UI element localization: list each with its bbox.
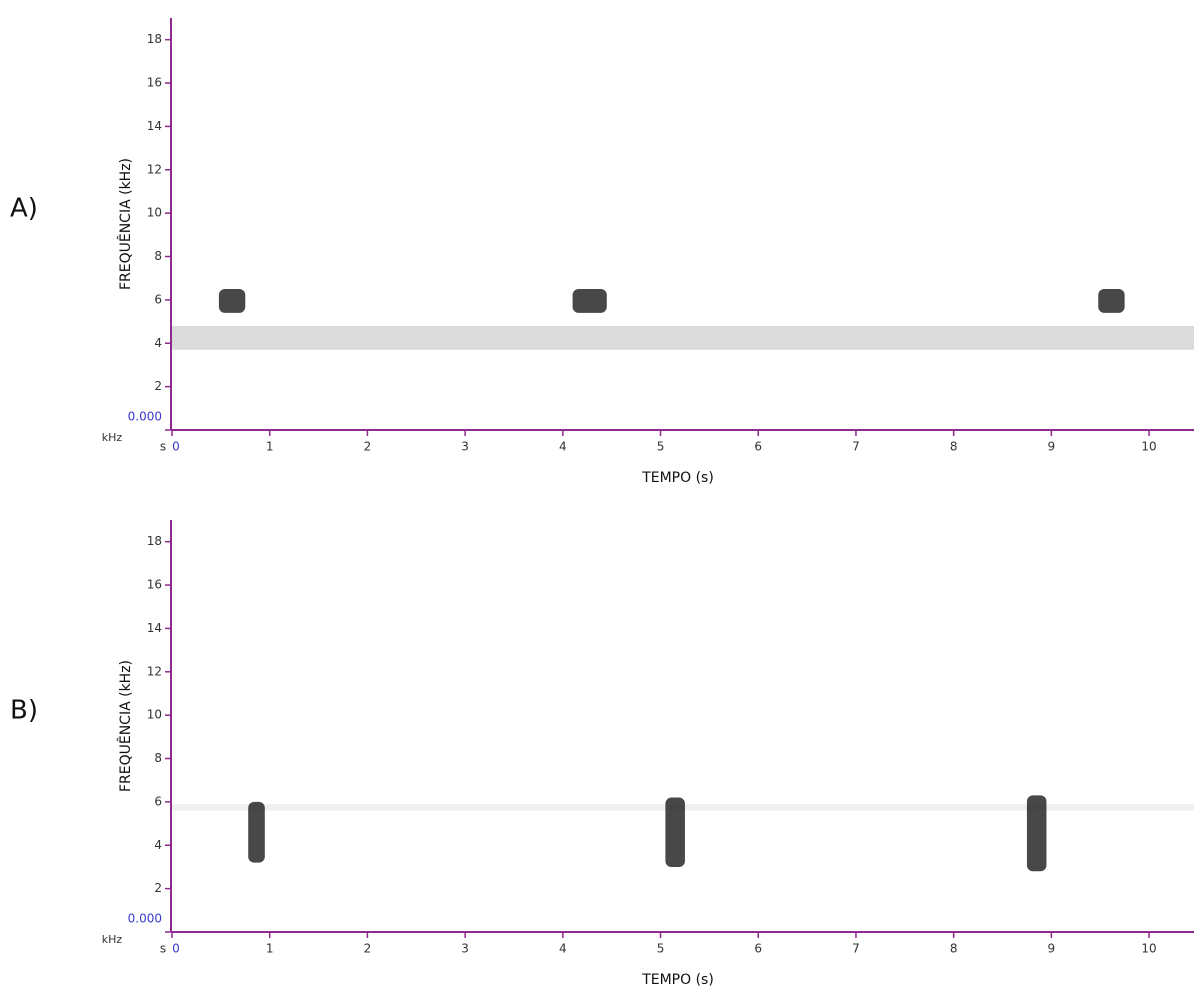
- y-tick-label: 10: [147, 206, 162, 220]
- y-tick-label: 8: [154, 751, 162, 765]
- x-tick-label: 10: [1141, 440, 1156, 454]
- x-tick-label: 5: [657, 942, 665, 956]
- call: [1026, 795, 1047, 872]
- noise-band: [172, 325, 1194, 350]
- call: [248, 801, 265, 863]
- y-tick-label: 0.000: [128, 912, 162, 926]
- y-unit: kHz: [102, 933, 123, 946]
- y-axis-title: FREQUÊNCIA (kHz): [116, 660, 134, 792]
- y-tick-label: 4: [154, 336, 162, 350]
- x-tick-label: 0: [172, 440, 180, 454]
- y-tick-label: 6: [154, 794, 162, 808]
- x-tick-label: 9: [1048, 440, 1056, 454]
- y-tick-label: 0.000: [128, 410, 162, 424]
- x-tick-label: 2: [364, 942, 372, 956]
- call: [1098, 289, 1125, 313]
- y-unit: kHz: [102, 431, 123, 444]
- y-tick-label: 12: [147, 162, 162, 176]
- x-tick-label: 4: [559, 942, 567, 956]
- x-tick-label: 7: [852, 942, 860, 956]
- x-tick-label: 8: [950, 942, 958, 956]
- call: [218, 289, 246, 313]
- x-tick-label: 9: [1048, 942, 1056, 956]
- y-tick-label: 4: [154, 838, 162, 852]
- x-tick-label: 1: [266, 440, 274, 454]
- x-unit: s: [160, 440, 166, 454]
- x-tick-label: 3: [461, 942, 469, 956]
- x-tick-label: 10: [1141, 942, 1156, 956]
- x-tick-label: 6: [754, 942, 762, 956]
- y-tick-label: 14: [147, 119, 162, 133]
- x-tick-label: 1: [266, 942, 274, 956]
- y-tick-label: 12: [147, 664, 162, 678]
- x-axis-title: TEMPO (s): [641, 470, 714, 486]
- x-tick-label: 2: [364, 440, 372, 454]
- x-tick-label: 0: [172, 942, 180, 956]
- y-tick-label: 2: [154, 881, 162, 895]
- y-tick-label: 14: [147, 621, 162, 635]
- y-tick-label: 2: [154, 379, 162, 393]
- x-tick-label: 7: [852, 440, 860, 454]
- y-axis-title: FREQUÊNCIA (kHz): [116, 158, 134, 290]
- x-tick-label: 5: [657, 440, 665, 454]
- y-tick-label: 16: [147, 76, 162, 90]
- y-tick-label: 18: [147, 534, 162, 548]
- y-tick-label: 16: [147, 578, 162, 592]
- x-tick-label: 6: [754, 440, 762, 454]
- panel-label: B): [10, 696, 38, 726]
- x-tick-label: 3: [461, 440, 469, 454]
- x-unit: s: [160, 942, 166, 956]
- call: [572, 289, 607, 313]
- y-tick-label: 18: [147, 32, 162, 46]
- x-axis-title: TEMPO (s): [641, 972, 714, 988]
- y-tick-label: 6: [154, 292, 162, 306]
- call: [665, 797, 685, 867]
- panel-label: A): [10, 194, 38, 224]
- x-tick-label: 4: [559, 440, 567, 454]
- x-tick-label: 8: [950, 440, 958, 454]
- y-tick-label: 10: [147, 708, 162, 722]
- y-tick-label: 8: [154, 249, 162, 263]
